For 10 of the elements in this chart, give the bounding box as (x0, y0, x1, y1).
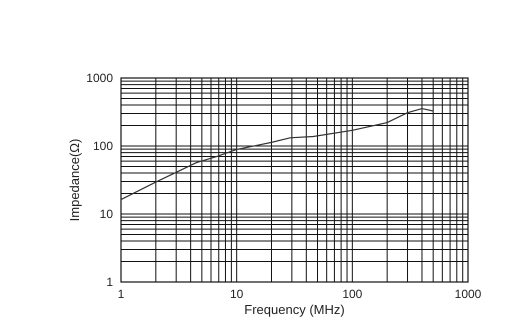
x-tick-label: 10 (230, 287, 244, 301)
y-tick-label: 10 (100, 207, 114, 221)
x-tick-label: 100 (342, 287, 363, 301)
x-tick-label: 1 (118, 287, 125, 301)
x-axis-title: Frequency (MHz) (244, 302, 345, 317)
y-tick-label: 1 (106, 275, 114, 289)
y-tick-label: 1000 (86, 71, 114, 85)
x-tick-label: 1000 (454, 287, 482, 301)
y-axis-title: Impedance(Ω) (67, 138, 82, 222)
y-tick-label: 100 (92, 139, 114, 153)
